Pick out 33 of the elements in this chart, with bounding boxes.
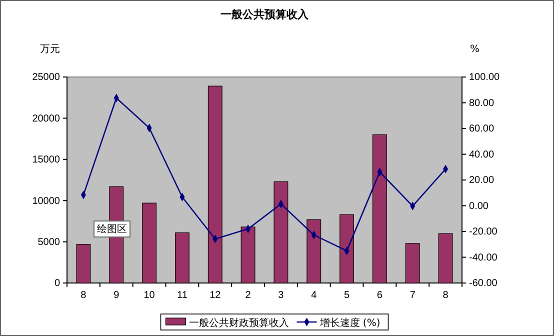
- y2-axis-title: %: [470, 44, 480, 55]
- y2-tick-label: 60.00: [469, 124, 494, 135]
- x-tick-label: 5: [344, 290, 350, 301]
- x-tick-label: 8: [442, 290, 449, 301]
- annotation: 绘图区: [97, 223, 127, 235]
- y2-tick-label: -20.00: [469, 226, 498, 238]
- y-tick-label: 25000: [32, 72, 60, 84]
- y-tick-label: 10000: [32, 196, 60, 207]
- chart-title: 一般公共预算收入: [220, 8, 310, 21]
- y2-tick-label: -40.00: [469, 252, 498, 264]
- y2-tick-label: 100.00: [469, 72, 500, 84]
- y2-tick-label: 40.00: [469, 149, 494, 160]
- y2-tick-label: -60.00: [469, 278, 498, 290]
- legend-label: 一般公共财政预算收入: [188, 317, 289, 329]
- x-tick-label: 2: [245, 290, 252, 301]
- y2-tick-label: 20.00: [469, 175, 494, 186]
- x-tick-label: 10: [144, 290, 156, 301]
- x-tick-label: 4: [311, 290, 318, 301]
- y-tick-label: 0: [54, 278, 60, 290]
- x-tick-label: 3: [278, 290, 284, 301]
- y-tick-label: 15000: [32, 154, 60, 166]
- y-axis-title: 万元: [40, 44, 60, 55]
- y2-tick-label: 0.00: [469, 200, 489, 212]
- x-tick-label: 9: [114, 290, 120, 301]
- x-tick-label: 7: [410, 290, 416, 301]
- x-tick-label: 8: [80, 290, 87, 301]
- legend-label: 增长速度 (%): [318, 317, 380, 329]
- x-tick-label: 11: [177, 290, 188, 301]
- y-tick-label: 20000: [32, 113, 60, 124]
- x-tick-label: 12: [210, 290, 222, 301]
- y-tick-label: 5000: [38, 237, 60, 248]
- x-tick-label: 6: [376, 290, 383, 301]
- y2-tick-label: 80.00: [469, 98, 494, 109]
